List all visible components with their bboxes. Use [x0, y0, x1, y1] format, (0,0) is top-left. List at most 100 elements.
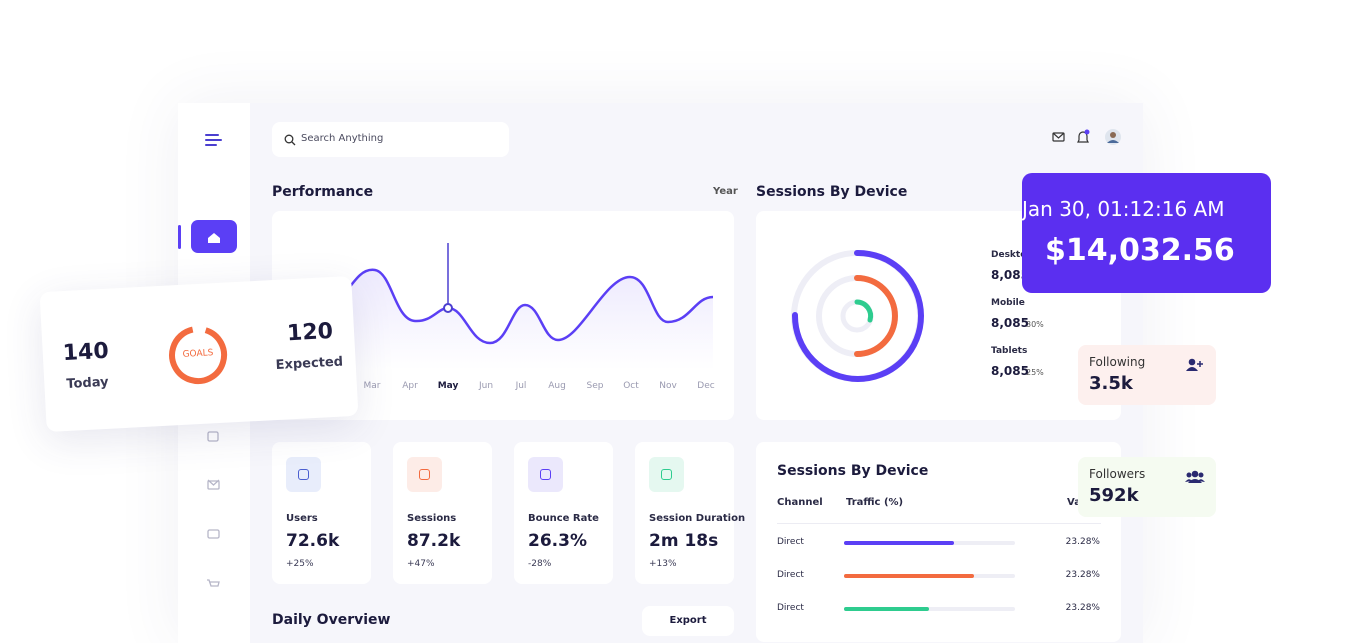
- hover-point[interactable]: [443, 303, 453, 313]
- cart-nav-icon[interactable]: [207, 579, 220, 587]
- device-name: Tablets: [991, 346, 1028, 356]
- stat-change: +47%: [407, 559, 435, 569]
- following-label: Following: [1089, 355, 1146, 369]
- expected-label: Expected: [275, 354, 344, 373]
- month-label: Jun: [478, 381, 494, 391]
- month-label: Nov: [659, 381, 677, 391]
- channel-name: Direct: [777, 603, 804, 613]
- header-icons: [1052, 129, 1121, 145]
- balance-card: Jan 30, 01:12:16 AM $14,032.56: [1022, 173, 1271, 293]
- screen: Search Anything Performance Year Mar Apr M…: [39, 122, 1271, 628]
- traffic-bar: [844, 541, 954, 545]
- ring-middle: [854, 275, 898, 357]
- section-title: Daily Overview: [272, 612, 391, 628]
- followers-value: 592k: [1089, 485, 1139, 506]
- search-icon: [284, 134, 296, 146]
- table-divider: [777, 523, 1101, 524]
- month-label: Aug: [548, 381, 566, 391]
- stat-label: Session Duration: [649, 513, 746, 524]
- stat-change: -28%: [528, 559, 552, 569]
- traffic-bar: [844, 607, 929, 611]
- balance-amount: $14,032.56: [1045, 233, 1235, 268]
- stat-icon: [528, 457, 563, 492]
- channel-name: Direct: [777, 537, 804, 547]
- nav-icon[interactable]: [207, 431, 219, 442]
- stat-icon-glyph: [419, 469, 430, 480]
- mail-nav-flap: [207, 479, 220, 486]
- home-icon: [208, 233, 220, 243]
- following-value: 3.5k: [1089, 373, 1133, 394]
- line-area: [340, 269, 713, 370]
- month-label: Mar: [363, 381, 381, 391]
- device-share: 25%: [1026, 368, 1044, 377]
- expected-value: 120: [286, 318, 334, 347]
- traffic-bar: [844, 574, 974, 578]
- month-label: Sep: [586, 381, 604, 391]
- device-value: 8,085: [991, 268, 1029, 282]
- stat-icon-glyph: [540, 469, 551, 480]
- goals-ring: [169, 326, 228, 385]
- stat-change: +25%: [286, 559, 314, 569]
- stat-icon-glyph: [661, 469, 672, 480]
- table-header: Traffic (%): [846, 497, 904, 508]
- active-indicator: [178, 225, 181, 249]
- device-donut: [791, 249, 924, 382]
- month-label: Oct: [623, 381, 639, 391]
- notification-dot: [1084, 129, 1090, 135]
- month-label: Jul: [515, 381, 527, 391]
- table-title: Sessions By Device: [777, 463, 929, 479]
- performance-chart: [338, 243, 714, 370]
- avatar-body: [1107, 140, 1119, 143]
- stat-value: 26.3%: [528, 531, 587, 551]
- month-label: May: [437, 381, 459, 391]
- mail-icon-flap: [1052, 132, 1065, 139]
- bell-icon[interactable]: [1077, 131, 1089, 143]
- page: Dashboard { "search": {"placeholder": "S…: [39, 122, 1271, 628]
- stat-value: 87.2k: [407, 531, 461, 551]
- section-title: Sessions By Device: [756, 184, 908, 200]
- stat-icon: [407, 457, 442, 492]
- channel-name: Direct: [777, 570, 804, 580]
- traffic-track: [844, 607, 1015, 611]
- period-filter[interactable]: Year: [713, 186, 738, 197]
- sidebar-icons: [178, 134, 237, 587]
- search-box[interactable]: [272, 122, 509, 157]
- device-name: Desktop: [991, 250, 1033, 260]
- section-title: Performance: [272, 184, 374, 200]
- followers-icon: [1185, 470, 1205, 483]
- device-value: 8,085: [991, 364, 1029, 378]
- followers-card: Followers 592k: [1078, 457, 1216, 517]
- mail-icon[interactable]: [1052, 132, 1065, 142]
- channel-value: 23.28%: [1065, 537, 1100, 547]
- stat-change: +13%: [649, 559, 677, 569]
- export-button[interactable]: Export: [642, 606, 734, 636]
- balance-datetime: Jan 30, 01:12:16 AM: [1022, 197, 1225, 221]
- stat-label: Sessions: [407, 513, 457, 524]
- stat-value: 2m 18s: [649, 531, 719, 551]
- month-label: Apr: [402, 381, 418, 391]
- device-name: Mobile: [991, 298, 1025, 308]
- mail-nav-icon[interactable]: [207, 480, 220, 490]
- chat-nav-icon[interactable]: [207, 529, 220, 539]
- stat-value: 72.6k: [286, 531, 340, 551]
- today-label: Today: [66, 374, 109, 392]
- search-placeholder: Search Anything: [301, 133, 384, 144]
- performance-line: [338, 268, 714, 345]
- stat-icon-glyph: [298, 469, 309, 480]
- channel-value: 23.28%: [1065, 603, 1100, 613]
- following-icon: [1186, 358, 1203, 371]
- menu-icon[interactable]: [205, 134, 222, 146]
- device-value: 8,085: [991, 316, 1029, 330]
- ring-outer: [791, 249, 924, 382]
- device-share: 30%: [1026, 320, 1044, 329]
- stat-label: Bounce Rate: [528, 513, 599, 524]
- today-value: 140: [62, 338, 110, 367]
- followers-label: Followers: [1089, 467, 1146, 481]
- stat-label: Users: [286, 513, 318, 524]
- avatar-head: [1110, 132, 1116, 138]
- stat-icon: [286, 457, 321, 492]
- ring-inner: [854, 299, 874, 323]
- goals-card: 140 Today GOALS 120 Expected: [39, 275, 359, 433]
- stat-icon: [649, 457, 684, 492]
- month-label: Dec: [697, 381, 715, 391]
